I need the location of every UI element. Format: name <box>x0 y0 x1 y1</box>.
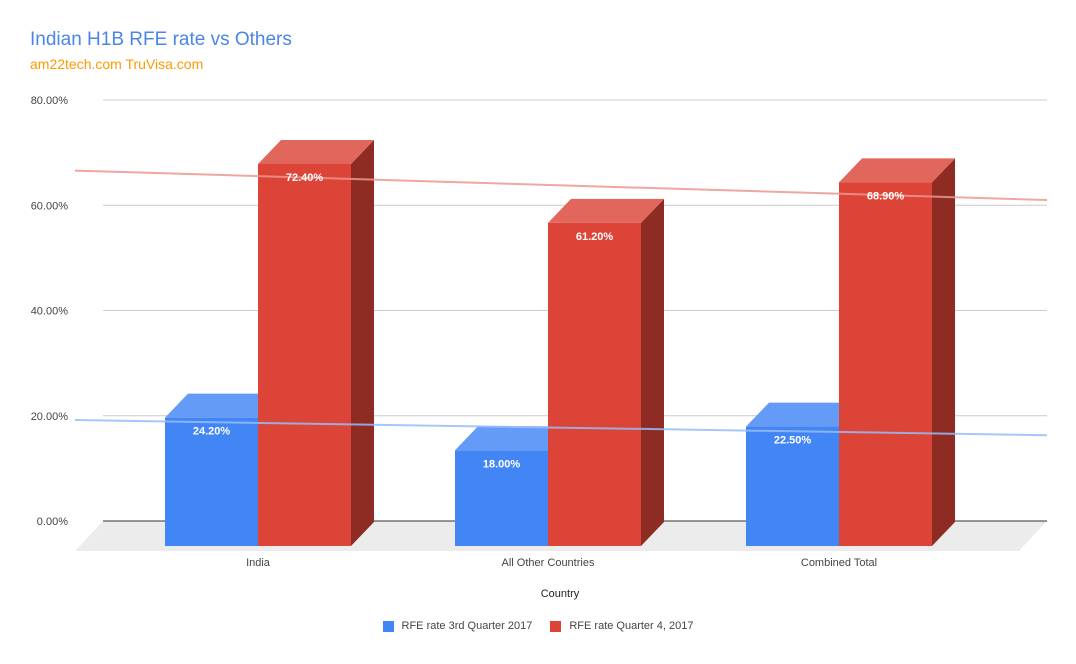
legend-item-q3[interactable]: RFE rate 3rd Quarter 2017 <box>382 620 533 632</box>
bar-front <box>746 426 839 546</box>
bar-front <box>548 222 641 546</box>
data-label-q4-1: 61.20% <box>576 231 614 243</box>
bar-front <box>165 417 258 546</box>
data-label-q4-2: 68.90% <box>867 190 905 202</box>
y-tick-label: 80.00% <box>31 95 69 107</box>
legend-swatch-q4 <box>550 620 562 632</box>
data-label-q3-0: 24.20% <box>193 426 231 438</box>
bar-top <box>455 426 571 451</box>
legend-label-q4: RFE rate Quarter 4, 2017 <box>569 620 694 632</box>
bar-top <box>258 139 374 164</box>
y-tick-label: 0.00% <box>37 516 68 528</box>
x-tick-label: Combined Total <box>801 557 877 569</box>
legend: RFE rate 3rd Quarter 2017 RFE rate Quart… <box>0 620 1076 632</box>
legend-item-q4[interactable]: RFE rate Quarter 4, 2017 <box>550 620 693 632</box>
chart-subtitle: am22tech.com TruVisa.com <box>30 56 204 72</box>
y-tick-label: 40.00% <box>31 306 69 318</box>
bar-q4-0[interactable] <box>258 139 374 546</box>
bar-q4-2[interactable] <box>839 158 955 546</box>
bar-front <box>258 163 351 546</box>
bar-side <box>641 198 664 546</box>
legend-label-q3: RFE rate 3rd Quarter 2017 <box>401 620 533 632</box>
legend-swatch-q3 <box>382 620 394 632</box>
trendline-q3 <box>74 419 1048 437</box>
x-tick-label: All Other Countries <box>502 557 595 569</box>
bar-q4-1[interactable] <box>548 198 664 546</box>
y-tick-label: 60.00% <box>31 200 69 212</box>
data-label-q3-2: 22.50% <box>774 435 812 447</box>
y-tick-label: 20.00% <box>31 411 69 423</box>
x-axis-title: Country <box>541 588 580 600</box>
x-tick-label: India <box>246 557 271 569</box>
bar-side <box>351 139 374 546</box>
bar-front <box>455 450 548 546</box>
chart-title: Indian H1B RFE rate vs Others <box>30 29 292 50</box>
trendline-q4 <box>74 169 1048 202</box>
bar-top <box>746 402 862 427</box>
data-label-q3-1: 18.00% <box>483 458 521 470</box>
bar-top <box>165 393 281 418</box>
data-label-q4-0: 72.40% <box>286 172 324 184</box>
bar-front <box>839 182 932 546</box>
bar-side <box>932 158 955 546</box>
bar-top <box>839 158 955 183</box>
bar-top <box>548 198 664 223</box>
